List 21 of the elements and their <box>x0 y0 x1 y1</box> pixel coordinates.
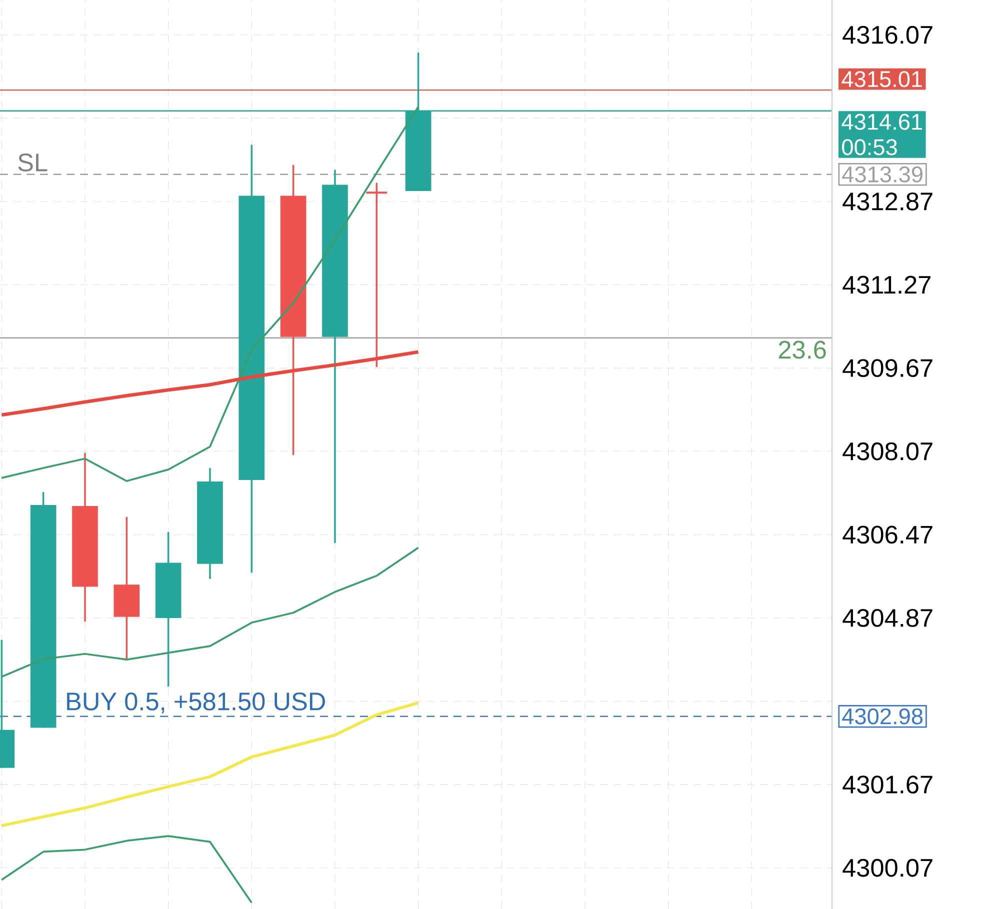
y-tick-label: 4301.67 <box>842 776 932 794</box>
text: 00:53 <box>842 139 897 156</box>
annotation: SL <box>18 154 48 172</box>
ref-line-label: 4315.01 <box>842 71 922 88</box>
y-tick-label: 4304.87 <box>842 608 932 627</box>
line-series <box>0 350 420 417</box>
y-tick-label: 4311.27 <box>842 276 930 294</box>
y-tick-label: 4316.07 <box>842 26 932 44</box>
y-tick-label: 4312.87 <box>842 192 932 210</box>
y-tick-label: 4309.67 <box>842 359 932 378</box>
line-series <box>0 835 253 904</box>
line-series <box>0 546 420 678</box>
ref-line-label: 4313.39 <box>842 166 922 182</box>
ref-line-label: 4314.61 <box>842 114 922 130</box>
y-tick-label: 4300.07 <box>842 858 932 877</box>
annotation: 23.6 <box>778 340 826 359</box>
y-tick-label: 4308.07 <box>842 442 932 460</box>
annotation: BUY 0.5, +581.50 USD <box>67 692 325 714</box>
ref-line-label: 4302.98 <box>842 708 923 724</box>
line-series <box>0 106 420 482</box>
y-tick-label: 4306.47 <box>842 526 932 544</box>
